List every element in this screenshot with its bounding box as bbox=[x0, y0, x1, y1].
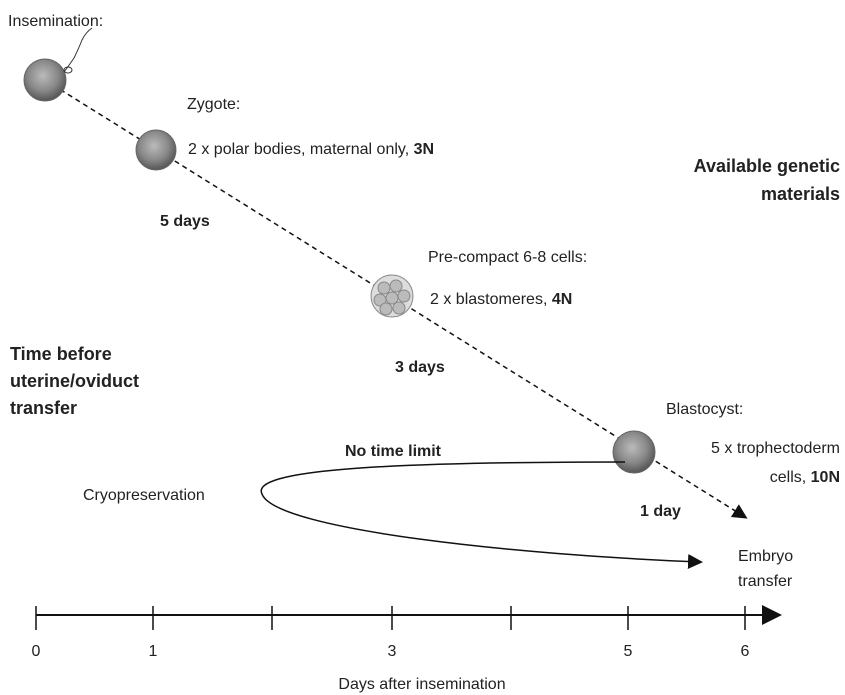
detail: 2 x blastomeres, bbox=[430, 291, 552, 308]
detail-bold: 4N bbox=[552, 291, 572, 308]
zygote bbox=[136, 130, 176, 170]
label: Pre-compact 6-8 cells: bbox=[428, 249, 587, 266]
interval: 1 day bbox=[640, 503, 681, 520]
heading: uterine/oviduct bbox=[10, 371, 139, 391]
label: Cryopreservation bbox=[83, 487, 205, 504]
heading: Time before bbox=[10, 344, 112, 364]
label: Blastocyst: bbox=[666, 401, 743, 418]
interval: 5 days bbox=[160, 213, 210, 230]
heading: Available genetic bbox=[694, 156, 840, 176]
blastocyst bbox=[613, 431, 655, 473]
egg bbox=[24, 59, 66, 101]
sperm bbox=[64, 28, 92, 72]
axis-ticks bbox=[36, 606, 745, 630]
diagram: Insemination: Zygote: 2 x polar bodies, … bbox=[0, 0, 845, 695]
cryo-curve bbox=[261, 462, 700, 562]
label: Insemination: bbox=[8, 13, 103, 30]
tick-label: 6 bbox=[741, 643, 750, 660]
detail: 2 x blastomeres, 4N bbox=[430, 291, 572, 308]
detail: 2 x polar bodies, maternal only, 3N bbox=[188, 141, 434, 158]
detail-bold: 10N bbox=[811, 469, 840, 486]
detail-bold: 3N bbox=[414, 141, 434, 158]
heading: materials bbox=[761, 184, 840, 204]
tick-label: 3 bbox=[388, 643, 397, 660]
tick-label: 5 bbox=[624, 643, 633, 660]
detail: 2 x polar bodies, maternal only, bbox=[188, 141, 414, 158]
detail: 5 x trophectoderm bbox=[711, 440, 840, 457]
tick-label: 1 bbox=[149, 643, 158, 660]
heading: transfer bbox=[10, 398, 77, 418]
label: transfer bbox=[738, 573, 793, 590]
note: No time limit bbox=[345, 443, 442, 460]
interval: 3 days bbox=[395, 359, 445, 376]
tick-label: 0 bbox=[32, 643, 41, 660]
axis-title: Days after insemination bbox=[338, 676, 505, 693]
label: Embryo bbox=[738, 548, 793, 565]
detail: cells, bbox=[770, 469, 811, 486]
label: Zygote: bbox=[187, 96, 240, 113]
detail: cells, 10N bbox=[770, 469, 840, 486]
